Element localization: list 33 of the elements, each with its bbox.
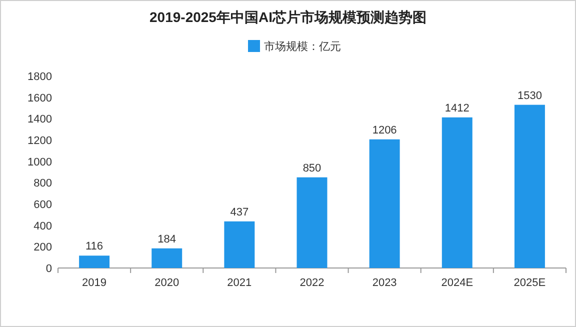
- y-tick-label: 1600: [28, 92, 52, 104]
- data-label: 1206: [372, 124, 397, 136]
- data-label: 850: [302, 162, 322, 174]
- chart-title: 2019-2025年中国AI芯片市场规模预测趋势图: [150, 9, 426, 25]
- x-tick-label: 2023: [372, 277, 397, 289]
- bar: [369, 139, 400, 268]
- x-tick-label: 2019: [82, 277, 107, 289]
- y-tick-label: 1400: [28, 114, 52, 126]
- bar: [442, 117, 472, 268]
- bar: [514, 104, 545, 268]
- x-tick-label: 2025E: [514, 277, 546, 289]
- bar: [152, 248, 182, 268]
- y-tick-label: 600: [34, 199, 52, 211]
- x-tick-label: 2022: [300, 277, 324, 289]
- y-tick-label: 200: [34, 242, 52, 254]
- data-label: 116: [86, 240, 104, 253]
- y-tick-label: 400: [34, 220, 52, 232]
- y-tick-label: 800: [34, 178, 52, 190]
- y-tick-label: 1800: [28, 71, 52, 83]
- y-tick-label: 1000: [28, 156, 52, 168]
- bar: [79, 256, 110, 268]
- data-label: 1530: [517, 90, 542, 102]
- data-label: 1412: [444, 102, 470, 114]
- y-tick-label: 0: [46, 263, 52, 275]
- y-tick-label: 1200: [28, 135, 52, 147]
- x-tick-label: 2021: [227, 277, 252, 289]
- data-label: 184: [158, 233, 176, 246]
- data-label: 437: [230, 206, 249, 218]
- x-tick-label: 2024E: [441, 277, 474, 289]
- x-tick-label: 2020: [154, 277, 180, 289]
- bar: [296, 177, 328, 268]
- bar: [224, 221, 255, 268]
- legend-label: 市场规模：亿元: [264, 40, 341, 53]
